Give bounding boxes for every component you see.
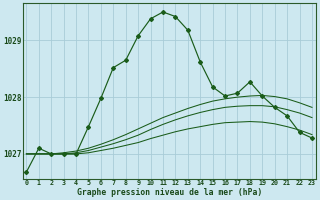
X-axis label: Graphe pression niveau de la mer (hPa): Graphe pression niveau de la mer (hPa): [76, 188, 262, 197]
